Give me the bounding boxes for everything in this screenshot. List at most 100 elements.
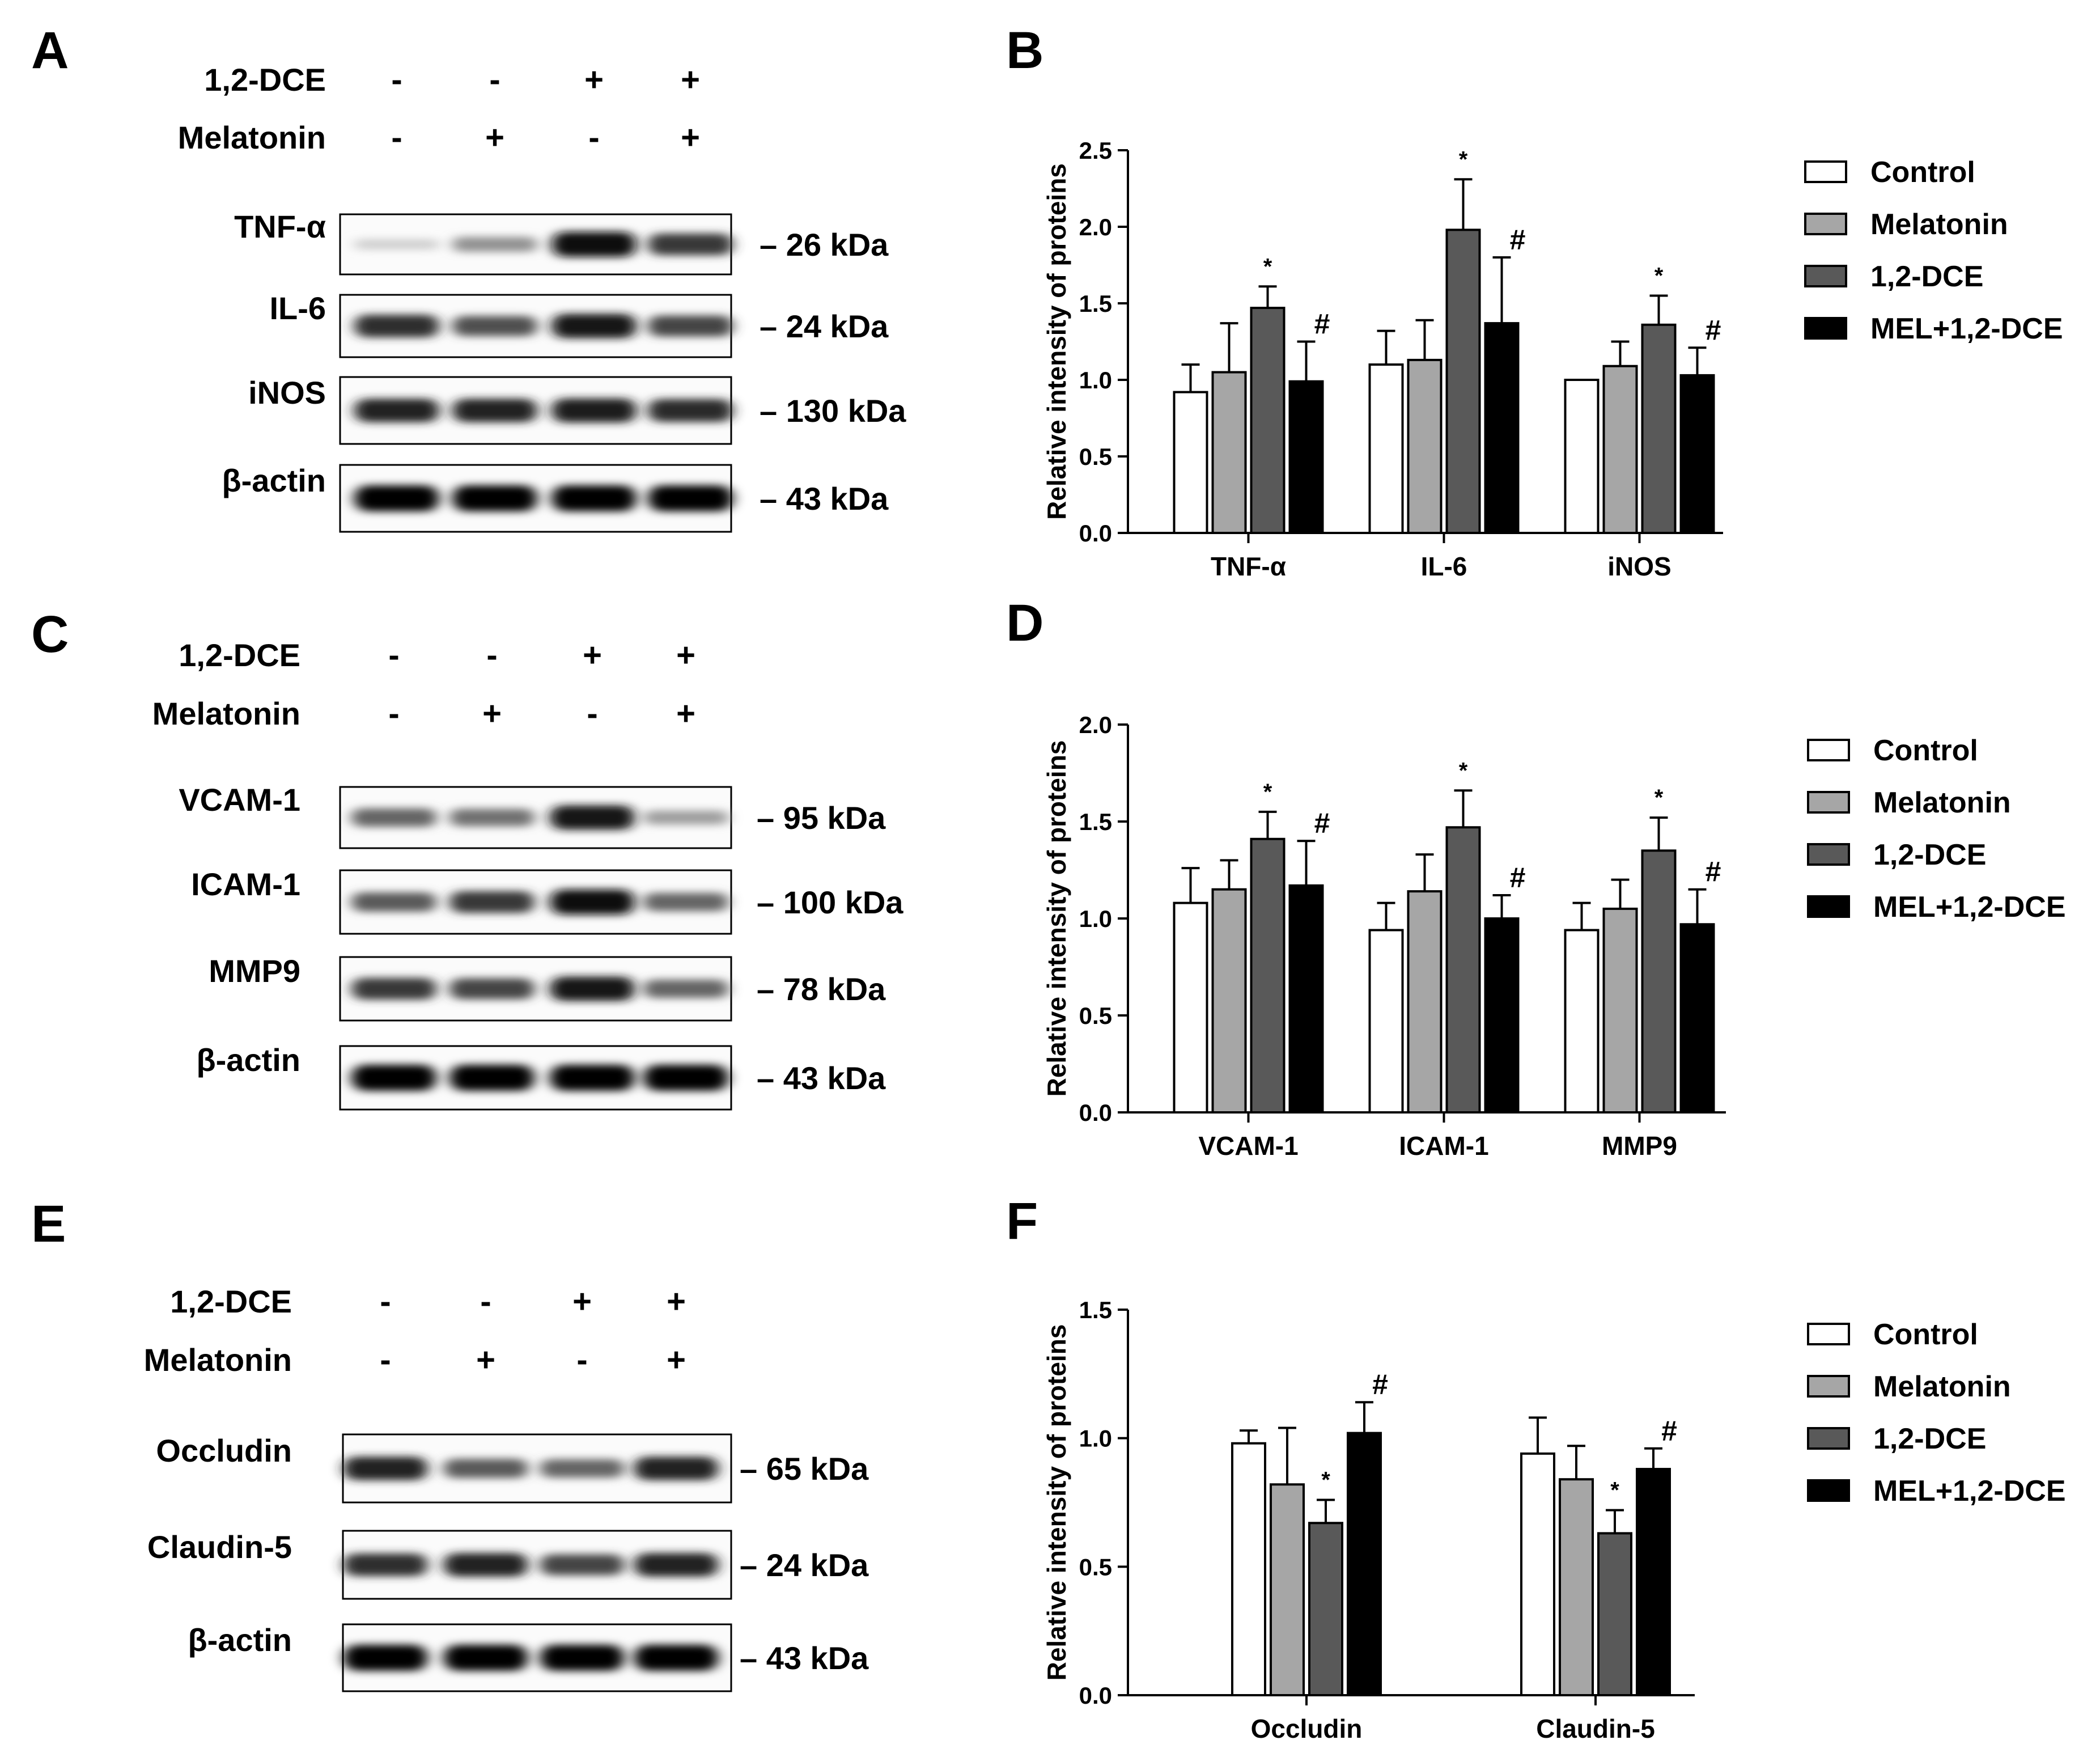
- blot-band: [550, 805, 635, 830]
- treatment-sign: -: [380, 1283, 391, 1320]
- blot-band: [343, 1553, 428, 1576]
- bar: [1520, 1452, 1555, 1697]
- bar: [1231, 1442, 1266, 1697]
- y-tick-label: 2.0: [1079, 214, 1112, 240]
- blot-band: [354, 399, 439, 422]
- treatment-sign: -: [486, 637, 497, 674]
- blot-panel-e: E 1,2-DCE - - + + Melatonin - + - + Occludin – 65 kD…: [31, 1195, 869, 1692]
- blot-band: [643, 979, 728, 998]
- protein-label: Claudin-5: [147, 1529, 292, 1565]
- treatment-sign: -: [391, 61, 402, 98]
- blot-band: [343, 1457, 428, 1480]
- blot-strip: [342, 1530, 732, 1600]
- blot-strip: [339, 786, 732, 849]
- kda-label: – 43 kDa: [740, 1640, 869, 1676]
- treatment-sign: -: [587, 695, 597, 732]
- protein-label: ICAM-1: [191, 866, 300, 902]
- protein-label: Occludin: [156, 1433, 292, 1468]
- blot-band: [540, 1554, 625, 1576]
- bar: [1250, 307, 1286, 534]
- treatment-sign: +: [485, 119, 504, 156]
- legend-label: MEL+1,2-DCE: [1870, 312, 2063, 345]
- x-tick-label: ICAM-1: [1399, 1131, 1488, 1161]
- blot-strip: [339, 956, 732, 1022]
- legend-swatch: [1807, 1479, 1850, 1502]
- y-tick-label: 1.5: [1079, 808, 1112, 835]
- panel-letter: F: [1006, 1192, 1038, 1250]
- blot-band: [634, 1553, 719, 1577]
- kda-label: – 95 kDa: [757, 800, 886, 836]
- treatment-sign: -: [388, 637, 399, 674]
- blot-band: [449, 978, 534, 1000]
- y-tick-label: 0.5: [1079, 1002, 1112, 1029]
- legend-label: Melatonin: [1870, 208, 2008, 241]
- y-tick-label: 1.5: [1079, 290, 1112, 317]
- significance-star: *: [1321, 1467, 1330, 1492]
- bar: [1407, 358, 1443, 535]
- blot-strip: [342, 1623, 732, 1692]
- blot-band: [551, 485, 637, 511]
- blot-band: [354, 485, 439, 511]
- bar: [1564, 929, 1600, 1114]
- legend-swatch: [1807, 895, 1850, 918]
- blot-band: [648, 233, 733, 256]
- blot-band: [648, 399, 733, 422]
- blot-strip: [339, 464, 733, 533]
- blot-band: [351, 808, 436, 827]
- bar: [1308, 1522, 1343, 1696]
- blot-band: [443, 1459, 528, 1478]
- legend-swatch: [1807, 739, 1850, 761]
- kda-label: – 43 kDa: [760, 481, 889, 516]
- kda-label: – 78 kDa: [757, 971, 886, 1007]
- y-tick-label: 1.0: [1079, 367, 1112, 393]
- kda-label: – 65 kDa: [740, 1451, 869, 1487]
- significance-star: *: [1459, 758, 1468, 783]
- y-axis-label: Relative intensity of proteins: [1042, 740, 1071, 1097]
- treatment-sign: -: [588, 119, 599, 156]
- y-tick-label: 2.5: [1079, 137, 1112, 164]
- treatment-sign: +: [667, 1283, 686, 1320]
- bar: [1445, 826, 1481, 1114]
- blot-band: [443, 1553, 528, 1577]
- treatment-label: 1,2-DCE: [170, 1284, 292, 1319]
- blot-band: [343, 1645, 428, 1671]
- chart-panel-d: D 0.0 0.5 1.0 1.5 2.0 Relative intensity of pr…: [1006, 594, 2066, 1161]
- blot-band: [648, 485, 733, 511]
- legend-label: 1,2-DCE: [1873, 1422, 1986, 1455]
- treatment-label: Melatonin: [152, 696, 300, 731]
- bar: [1602, 907, 1638, 1114]
- y-tick-label: 0.5: [1079, 443, 1112, 470]
- y-tick-label: 1.5: [1079, 1297, 1112, 1323]
- significance-star: *: [1654, 264, 1664, 289]
- bar: [1173, 901, 1208, 1114]
- significance-hash: #: [1372, 1369, 1388, 1400]
- legend-swatch: [1804, 317, 1847, 340]
- significance-hash: #: [1706, 856, 1721, 888]
- blot-band: [550, 1065, 635, 1091]
- y-tick-label: 1.0: [1079, 1425, 1112, 1452]
- protein-label: β-actin: [188, 1622, 292, 1658]
- legend-swatch: [1807, 1323, 1850, 1345]
- blot-band: [354, 239, 439, 250]
- protein-label: β-actin: [222, 463, 326, 498]
- panel-letter: E: [31, 1195, 66, 1253]
- significance-star: *: [1459, 147, 1468, 172]
- blot-band: [452, 485, 537, 511]
- bar: [1250, 837, 1286, 1114]
- blot-band: [443, 1645, 528, 1671]
- bar: [1288, 380, 1324, 534]
- kda-label: – 43 kDa: [757, 1060, 886, 1096]
- treatment-sign: -: [380, 1341, 391, 1378]
- significance-star: *: [1610, 1478, 1619, 1503]
- bar: [1641, 849, 1677, 1114]
- treatment-sign: -: [388, 695, 399, 732]
- legend-swatch: [1807, 843, 1850, 866]
- treatment-sign: +: [676, 637, 695, 674]
- protein-label: MMP9: [209, 953, 300, 989]
- blot-band: [354, 315, 439, 337]
- blot-strip: [342, 1433, 732, 1504]
- blot-band: [540, 1459, 625, 1478]
- blot-band: [351, 892, 436, 912]
- treatment-sign: -: [480, 1283, 491, 1320]
